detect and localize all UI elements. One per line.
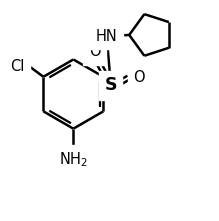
Text: O: O bbox=[133, 70, 145, 85]
Text: S: S bbox=[104, 76, 117, 94]
Text: O: O bbox=[89, 44, 101, 59]
Text: NH$_2$: NH$_2$ bbox=[59, 151, 88, 169]
Text: Cl: Cl bbox=[10, 59, 25, 74]
Text: HN: HN bbox=[96, 29, 118, 44]
